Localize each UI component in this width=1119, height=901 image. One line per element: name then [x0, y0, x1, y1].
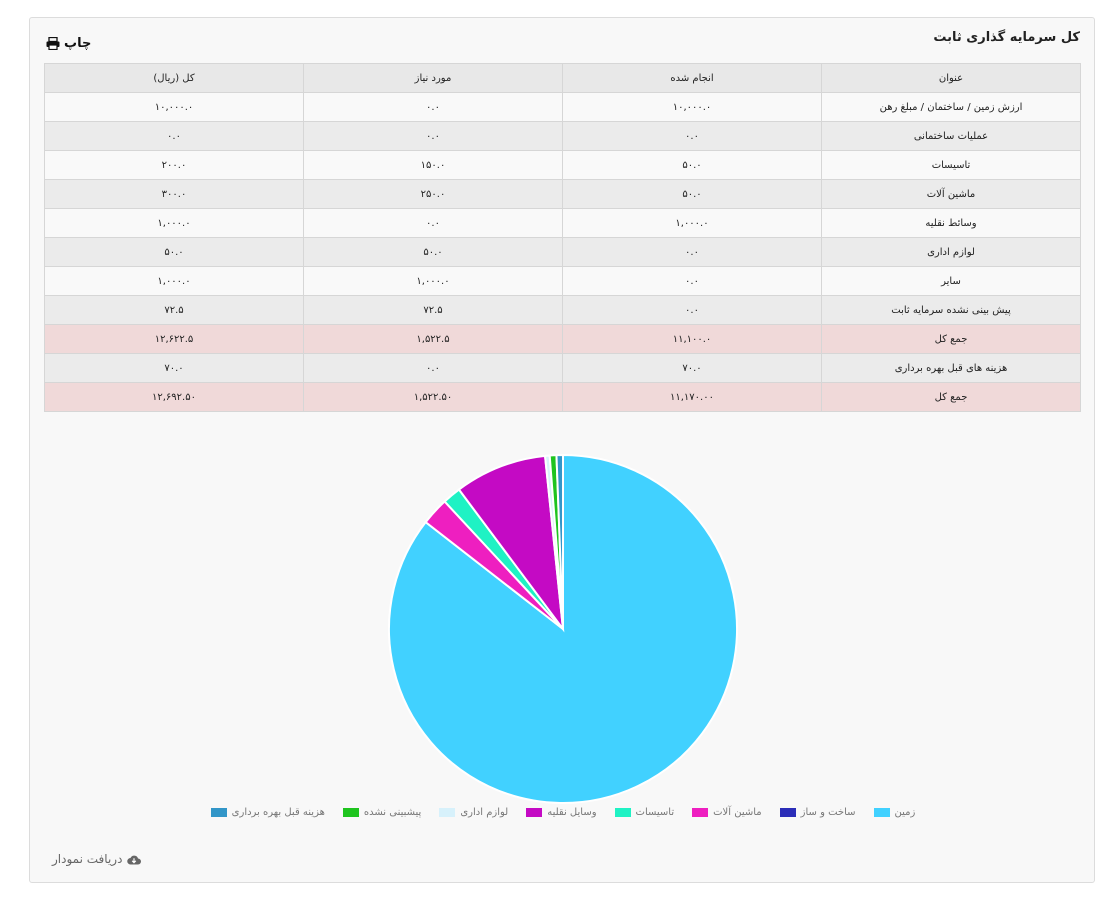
legend-label: زمین — [894, 806, 916, 818]
cell-total: ۵۰.۰ — [44, 237, 304, 267]
cell-done: ۵۰.۰ — [562, 179, 822, 209]
legend-label: ماشین آلات — [713, 806, 762, 818]
pie-slice-4[interactable] — [457, 454, 565, 633]
cell-needed: ۱,۵۲۲.۵ — [303, 324, 563, 354]
cell-done: ۱۱,۱۰۰.۰ — [562, 324, 822, 354]
cell-done: ۵۰.۰ — [562, 150, 822, 180]
cell-done: ۰.۰ — [562, 121, 822, 151]
table-row: تاسیسات ۵۰.۰ ۱۵۰.۰ ۲۰۰.۰ — [44, 150, 1081, 180]
legend-swatch — [779, 807, 796, 817]
cell-title: وسائط نقلیه — [821, 208, 1081, 238]
table-row: ارزش زمین / ساختمان / مبلغ رهن ۱۰,۰۰۰.۰ ۰.… — [44, 92, 1081, 122]
investment-table: عنوان انجام شده مورد نیاز کل (ریال) ارزش… — [44, 63, 1081, 412]
download-label: دریافت نمودار — [52, 852, 123, 866]
legend-swatch — [873, 807, 890, 817]
cell-needed: ۰.۰ — [303, 353, 563, 383]
cell-done: ۰.۰ — [562, 266, 822, 296]
cell-done: ۷۰.۰ — [562, 353, 822, 383]
print-button[interactable]: چاپ — [46, 36, 91, 51]
cell-needed: ۰.۰ — [303, 121, 563, 151]
cell-needed: ۰.۰ — [303, 92, 563, 122]
fixed-investment-panel: کل سرمایه گذاری ثابت چاپ عنوان انجام شده… — [29, 17, 1095, 883]
cell-needed: ۲۵۰.۰ — [303, 179, 563, 209]
cell-done: ۱,۰۰۰.۰ — [562, 208, 822, 238]
legend-item[interactable]: تاسیسات — [614, 804, 675, 820]
table-row: ماشین آلات ۵۰.۰ ۲۵۰.۰ ۳۰۰.۰ — [44, 179, 1081, 209]
cell-done: ۱۱,۱۷۰.۰۰ — [562, 382, 822, 412]
cell-done: ۱۰,۰۰۰.۰ — [562, 92, 822, 122]
cloud-download-icon — [127, 855, 142, 864]
legend-swatch — [614, 807, 631, 817]
cell-needed: ۱,۵۲۲.۵۰ — [303, 382, 563, 412]
cell-title: لوازم اداری — [821, 237, 1081, 267]
cell-needed: ۱,۰۰۰.۰ — [303, 266, 563, 296]
printer-icon — [46, 37, 60, 50]
legend-item[interactable]: لوازم اداری — [439, 804, 508, 820]
table-row: جمع کل ۱۱,۱۰۰.۰ ۱,۵۲۲.۵ ۱۲,۶۲۲.۵ — [44, 324, 1081, 354]
pie-slice-7[interactable] — [555, 453, 564, 630]
table-row: سایر ۰.۰ ۱,۰۰۰.۰ ۱,۰۰۰.۰ — [44, 266, 1081, 296]
cell-total: ۷۲.۵ — [44, 295, 304, 325]
cell-title: عملیات ساختمانی — [821, 121, 1081, 151]
cell-needed: ۵۰.۰ — [303, 237, 563, 267]
cell-title: تاسیسات — [821, 150, 1081, 180]
table-row: وسائط نقلیه ۱,۰۰۰.۰ ۰.۰ ۱,۰۰۰.۰ — [44, 208, 1081, 238]
cell-total: ۱,۰۰۰.۰ — [44, 208, 304, 238]
legend-item[interactable]: پیشبینی نشده — [342, 804, 422, 820]
legend-label: تاسیسات — [635, 806, 675, 818]
cell-title: جمع کل — [821, 382, 1081, 412]
cell-total: ۱۲,۶۲۲.۵ — [44, 324, 304, 354]
header-title: عنوان — [821, 63, 1081, 93]
header-total: کل (ریال) — [44, 63, 304, 93]
legend-item[interactable]: ماشین آلات — [692, 804, 762, 820]
legend-swatch — [526, 807, 543, 817]
table-row: پیش بینی نشده سرمایه ثابت ۰.۰ ۷۲.۵ ۷۲.۵ — [44, 295, 1081, 325]
cell-total: ۷۰.۰ — [44, 353, 304, 383]
print-label: چاپ — [64, 36, 92, 51]
cell-done: ۰.۰ — [562, 237, 822, 267]
table-row: لوازم اداری ۰.۰ ۵۰.۰ ۵۰.۰ — [44, 237, 1081, 267]
cell-title: ماشین آلات — [821, 179, 1081, 209]
cell-needed: ۰.۰ — [303, 208, 563, 238]
download-chart-button[interactable]: دریافت نمودار — [52, 852, 142, 866]
cell-total: ۱۲,۶۹۲.۵۰ — [44, 382, 304, 412]
panel-title: کل سرمایه گذاری ثابت — [933, 30, 1080, 45]
pie-chart-area — [30, 432, 1096, 822]
cell-total: ۲۰۰.۰ — [44, 150, 304, 180]
legend-label: پیشبینی نشده — [363, 806, 422, 818]
legend-swatch — [342, 807, 359, 817]
legend-item[interactable]: هزینه قبل بهره برداری — [210, 804, 325, 820]
legend-item[interactable]: زمین — [873, 804, 916, 820]
cell-title: پیش بینی نشده سرمایه ثابت — [821, 295, 1081, 325]
header-needed: مورد نیاز — [303, 63, 563, 93]
legend-label: ساخت و ساز — [800, 806, 856, 818]
legend-label: لوازم اداری — [460, 806, 509, 818]
cell-title: ارزش زمین / ساختمان / مبلغ رهن — [821, 92, 1081, 122]
legend-label: وسایل نقلیه — [547, 806, 597, 818]
cell-total: ۰.۰ — [44, 121, 304, 151]
legend-swatch — [692, 807, 709, 817]
legend-swatch — [439, 807, 456, 817]
cell-total: ۳۰۰.۰ — [44, 179, 304, 209]
legend-swatch — [210, 807, 227, 817]
pie-chart — [388, 453, 738, 804]
legend-item[interactable]: وسایل نقلیه — [526, 804, 597, 820]
header-done: انجام شده — [562, 63, 822, 93]
table-row: هزینه های قبل بهره برداری ۷۰.۰ ۰.۰ ۷۰.۰ — [44, 353, 1081, 383]
cell-title: جمع کل — [821, 324, 1081, 354]
cell-title: سایر — [821, 266, 1081, 296]
chart-legend: زمین ساخت و ساز ماشین آلات تاسیسات وسایل نقل… — [30, 804, 1096, 820]
legend-item[interactable]: ساخت و ساز — [779, 804, 856, 820]
cell-title: هزینه های قبل بهره برداری — [821, 353, 1081, 383]
cell-done: ۰.۰ — [562, 295, 822, 325]
table-row: جمع کل ۱۱,۱۷۰.۰۰ ۱,۵۲۲.۵۰ ۱۲,۶۹۲.۵۰ — [44, 382, 1081, 412]
cell-needed: ۷۲.۵ — [303, 295, 563, 325]
cell-total: ۱,۰۰۰.۰ — [44, 266, 304, 296]
cell-total: ۱۰,۰۰۰.۰ — [44, 92, 304, 122]
table-header-row: عنوان انجام شده مورد نیاز کل (ریال) — [44, 63, 1081, 93]
table-row: عملیات ساختمانی ۰.۰ ۰.۰ ۰.۰ — [44, 121, 1081, 151]
cell-needed: ۱۵۰.۰ — [303, 150, 563, 180]
legend-label: هزینه قبل بهره برداری — [231, 806, 325, 818]
